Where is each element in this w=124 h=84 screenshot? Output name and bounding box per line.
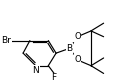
Text: B: B [67, 44, 73, 53]
Text: O: O [74, 32, 81, 41]
Text: N: N [32, 66, 39, 75]
Text: O: O [74, 55, 81, 64]
Text: Br: Br [2, 36, 11, 45]
Text: F: F [52, 73, 57, 82]
